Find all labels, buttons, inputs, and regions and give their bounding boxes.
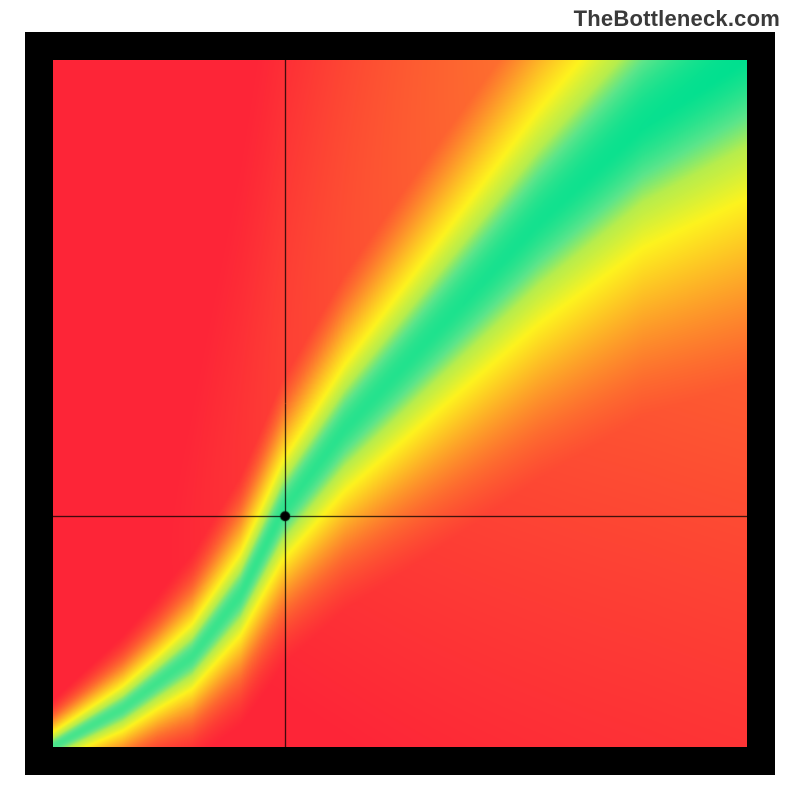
plot-frame (25, 32, 775, 775)
overlay-canvas (53, 60, 747, 747)
watermark-text: TheBottleneck.com (574, 6, 780, 32)
